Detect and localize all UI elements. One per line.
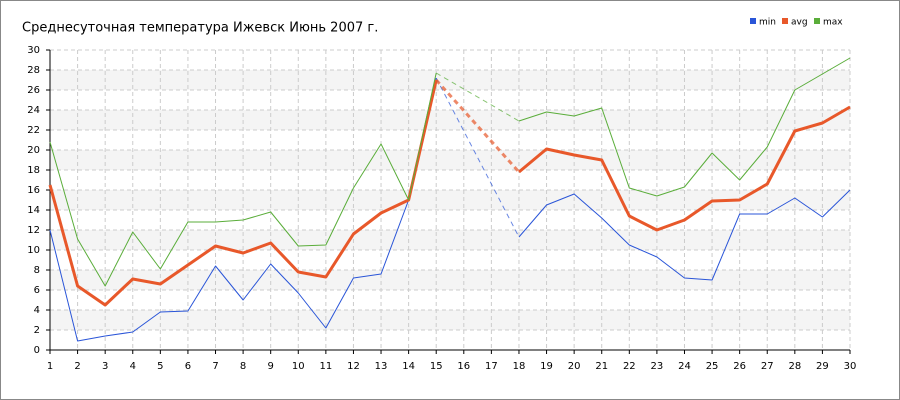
x-tick-label: 22 (623, 361, 636, 372)
x-tick-label: 24 (678, 361, 691, 372)
x-tick-label: 5 (157, 361, 163, 372)
y-tick-label: 0 (34, 345, 40, 356)
gap-connector (435, 72, 520, 122)
y-tick-label: 20 (27, 145, 40, 156)
x-tick-label: 25 (706, 361, 719, 372)
x-tick-label: 2 (74, 361, 80, 372)
x-tick-label: 19 (540, 361, 553, 372)
x-tick-label: 4 (130, 361, 136, 372)
x-tick-label: 8 (240, 361, 246, 372)
y-tick-label: 22 (27, 125, 40, 136)
x-tick-label: 23 (651, 361, 664, 372)
series-line (49, 57, 851, 287)
x-tick-label: 16 (457, 361, 470, 372)
y-tick-label: 2 (34, 325, 40, 336)
x-tick-label: 15 (430, 361, 443, 372)
x-tick-label: 9 (268, 361, 274, 372)
x-tick-label: 20 (568, 361, 581, 372)
band (50, 150, 850, 170)
band (50, 110, 850, 130)
band (50, 190, 850, 210)
band (50, 230, 850, 250)
x-tick-label: 27 (761, 361, 774, 372)
x-tick-label: 11 (319, 361, 332, 372)
y-tick-label: 24 (27, 105, 40, 116)
x-tick-label: 10 (292, 361, 305, 372)
series-line (49, 77, 851, 342)
legend-text: avg (791, 18, 808, 28)
x-tick-label: 29 (816, 361, 829, 372)
x-tick-label: 13 (375, 361, 388, 372)
x-tick-label: 1 (47, 361, 53, 372)
gap-connector (435, 78, 521, 174)
x-tick-label: 18 (513, 361, 526, 372)
y-tick-label: 12 (27, 225, 40, 236)
y-tick-label: 10 (27, 245, 40, 256)
x-tick-label: 3 (102, 361, 108, 372)
y-tick-label: 6 (34, 285, 40, 296)
legend-swatch (814, 18, 820, 24)
y-tick-label: 30 (27, 45, 40, 56)
x-tick-label: 17 (485, 361, 498, 372)
y-tick-label: 14 (27, 205, 40, 216)
x-tick-label: 30 (844, 361, 857, 372)
legend-swatch (750, 18, 756, 24)
gap-connector (435, 77, 520, 238)
x-tick-label: 7 (212, 361, 218, 372)
x-tick-label: 26 (733, 361, 746, 372)
y-tick-label: 16 (27, 185, 40, 196)
legend-swatch (782, 18, 788, 24)
chart-title: Среднесуточная температура Ижевск Июнь 2… (22, 21, 378, 36)
band (50, 70, 850, 90)
y-tick-label: 26 (27, 85, 40, 96)
x-tick-label: 28 (788, 361, 801, 372)
band (50, 270, 850, 290)
y-tick-label: 8 (34, 265, 40, 276)
x-tick-label: 6 (185, 361, 191, 372)
legend-text: max (823, 18, 843, 28)
x-tick-label: 21 (595, 361, 608, 372)
x-tick-label: 12 (347, 361, 360, 372)
x-tick-label: 14 (402, 361, 415, 372)
y-tick-label: 28 (27, 65, 40, 76)
band (50, 310, 850, 330)
legend-text: min (759, 18, 776, 28)
y-tick-label: 18 (27, 165, 40, 176)
series-line (48, 79, 851, 307)
y-tick-label: 4 (34, 305, 40, 316)
bands (50, 70, 850, 330)
